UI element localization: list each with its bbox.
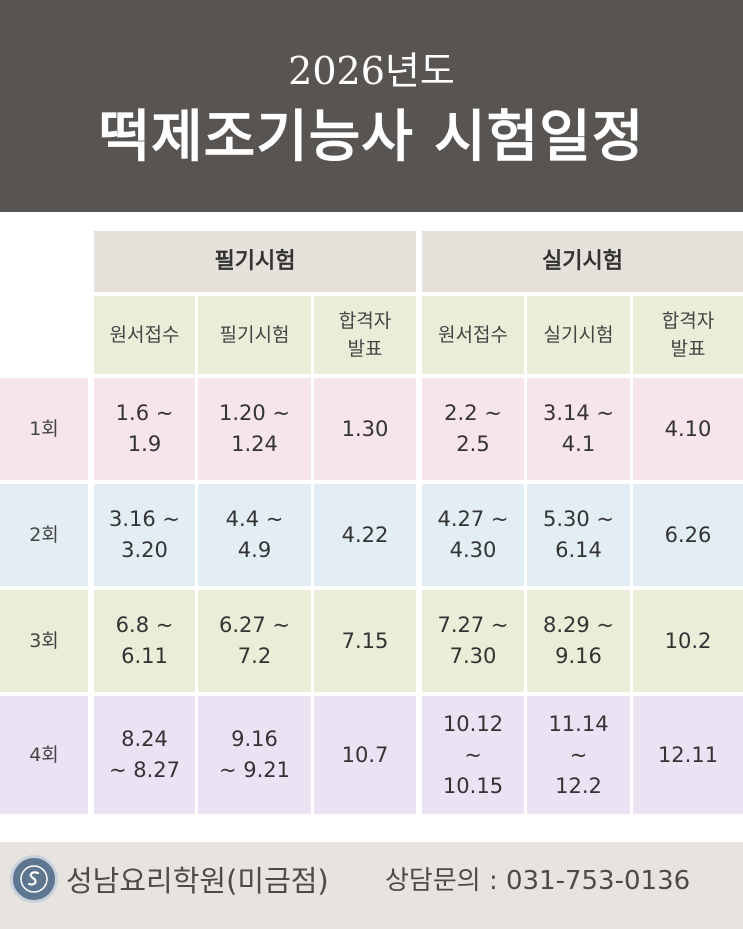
cell-practical-result: 10.2 xyxy=(633,590,743,692)
column-header-written-result: 합격자 발표 xyxy=(314,296,416,374)
cell-practical-exam: 8.29 ~ 9.16 xyxy=(527,590,630,692)
contact-phone: 상담문의 : 031-753-0136 xyxy=(385,866,691,896)
cell-practical-exam: 5.30 ~ 6.14 xyxy=(527,484,630,586)
column-header-written-exam: 필기시험 xyxy=(198,296,311,374)
cell-practical-exam: 11.14 ~ 12.2 xyxy=(527,696,630,814)
cell-practical-apply: 4.27 ~ 4.30 xyxy=(422,484,524,586)
academy-emblem-icon xyxy=(10,855,58,903)
cell-practical-apply: 10.12 ~ 10.15 xyxy=(422,696,524,814)
cell-written-result: 4.22 xyxy=(314,484,416,586)
cell-practical-apply: 7.27 ~ 7.30 xyxy=(422,590,524,692)
page-title: 떡제조기능사 시험일정 xyxy=(98,105,645,170)
header-banner: 2026년도 떡제조기능사 시험일정 xyxy=(0,0,743,212)
cell-written-result: 10.7 xyxy=(314,696,416,814)
year-heading: 2026년도 xyxy=(288,49,455,93)
cell-written-exam: 9.16 ~ 9.21 xyxy=(198,696,311,814)
cell-written-apply: 8.24 ~ 8.27 xyxy=(94,696,195,814)
cell-practical-result: 4.10 xyxy=(633,378,743,480)
cell-written-exam: 4.4 ~ 4.9 xyxy=(198,484,311,586)
group-header-written: 필기시험 xyxy=(94,231,416,292)
cell-written-result: 1.30 xyxy=(314,378,416,480)
cell-written-exam: 1.20 ~ 1.24 xyxy=(198,378,311,480)
row-label: 1회 xyxy=(0,378,88,480)
group-header-practical: 실기시험 xyxy=(422,231,743,292)
row-label: 4회 xyxy=(0,696,88,814)
cell-written-apply: 1.6 ~ 1.9 xyxy=(94,378,195,480)
cell-practical-result: 6.26 xyxy=(633,484,743,586)
column-header-practical-exam: 실기시험 xyxy=(527,296,630,374)
column-header-written-apply: 원서접수 xyxy=(94,296,195,374)
row-label: 2회 xyxy=(0,484,88,586)
cell-practical-apply: 2.2 ~ 2.5 xyxy=(422,378,524,480)
row-label: 3회 xyxy=(0,590,88,692)
column-header-practical-result: 합격자 발표 xyxy=(633,296,743,374)
cell-written-result: 7.15 xyxy=(314,590,416,692)
academy-name: 성남요리학원(미금점) xyxy=(66,864,329,898)
column-header-practical-apply: 원서접수 xyxy=(422,296,524,374)
cell-practical-result: 12.11 xyxy=(633,696,743,814)
cell-practical-exam: 3.14 ~ 4.1 xyxy=(527,378,630,480)
cell-written-apply: 6.8 ~ 6.11 xyxy=(94,590,195,692)
cell-written-apply: 3.16 ~ 3.20 xyxy=(94,484,195,586)
cell-written-exam: 6.27 ~ 7.2 xyxy=(198,590,311,692)
academy-emblem-icon-glyph xyxy=(20,865,48,893)
footer-bar xyxy=(0,842,743,929)
